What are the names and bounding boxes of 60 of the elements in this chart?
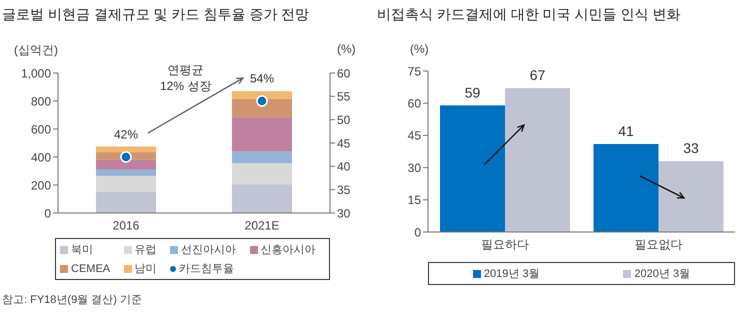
legend-label: CEMEA — [70, 262, 112, 276]
bar — [232, 184, 292, 213]
y2-tick-label: 55 — [337, 90, 351, 104]
y2-tick-label: 30 — [337, 206, 351, 220]
y-tick-label: 30 — [408, 160, 422, 175]
y-tick-label: 600 — [30, 122, 52, 136]
legend-label: 2019년 3월 — [482, 267, 541, 281]
legend-label: 신흥아시아 — [260, 243, 317, 257]
bar — [232, 98, 292, 118]
x-tick-label: 2016 — [112, 218, 140, 233]
bar — [96, 176, 156, 192]
y-tick-label: 800 — [30, 94, 52, 108]
data-label: 54% — [250, 71, 274, 86]
bar — [658, 161, 724, 232]
y-tick-label: 15 — [408, 193, 422, 208]
y2-axis-title: (%) — [337, 42, 356, 56]
y-tick-label: 0 — [44, 206, 52, 220]
y-tick-label: 200 — [30, 178, 52, 192]
bar — [232, 163, 292, 184]
x-tick-label: 2021E — [244, 218, 280, 233]
x-tick-label: 필요없다 — [634, 238, 682, 252]
x-tick-label: 필요하다 — [480, 238, 529, 252]
bar — [232, 117, 292, 152]
data-label: 59 — [464, 84, 480, 100]
bar — [232, 151, 292, 164]
annotation: 연평균 12% 성장 — [160, 62, 212, 94]
y-axis-title: (십억건) — [14, 42, 58, 59]
y2-tick-label: 35 — [337, 182, 351, 197]
bar — [232, 91, 292, 99]
y2-tick-label: 45 — [337, 136, 351, 150]
bar — [96, 146, 156, 152]
data-label: 41 — [618, 122, 634, 139]
legend-label: 2020년 3월 — [633, 267, 692, 281]
data-label: 67 — [530, 67, 546, 84]
y-tick-label: 45 — [408, 128, 422, 143]
y-tick-label: 60 — [408, 96, 422, 110]
chart-title: 비접촉식 카드결제에 대한 미국 시민들 인식 변화 — [377, 6, 680, 24]
bar — [440, 105, 505, 232]
bar — [96, 170, 156, 176]
y-tick-label: 400 — [30, 150, 52, 164]
legend-label: 남미 — [134, 262, 158, 276]
y2-tick-label: 40 — [337, 160, 351, 174]
bar — [594, 144, 658, 232]
y2-tick-label: 50 — [337, 112, 351, 127]
y-tick-label: 0 — [414, 225, 422, 240]
legend-label: 유럽 — [134, 243, 158, 257]
y-tick-label: 1,000 — [20, 66, 52, 80]
text: 참고: FY18년(9월 결산) 기준 — [2, 293, 142, 307]
data-label: 42% — [114, 127, 138, 142]
bar — [96, 160, 156, 170]
legend-label: 북미 — [70, 243, 94, 257]
bar — [505, 88, 570, 232]
legend-label: 선진아시아 — [180, 243, 238, 257]
bar — [96, 192, 156, 213]
y-axis-title: (%) — [410, 42, 429, 56]
y-tick-label: 75 — [408, 64, 422, 78]
chart-title: 글로벌 비현금 결제규모 및 카드 침투율 증가 전망 — [2, 6, 310, 24]
legend-label: 카드침투율 — [178, 262, 236, 276]
y2-tick-label: 60 — [337, 66, 351, 80]
data-label: 33 — [683, 140, 699, 156]
